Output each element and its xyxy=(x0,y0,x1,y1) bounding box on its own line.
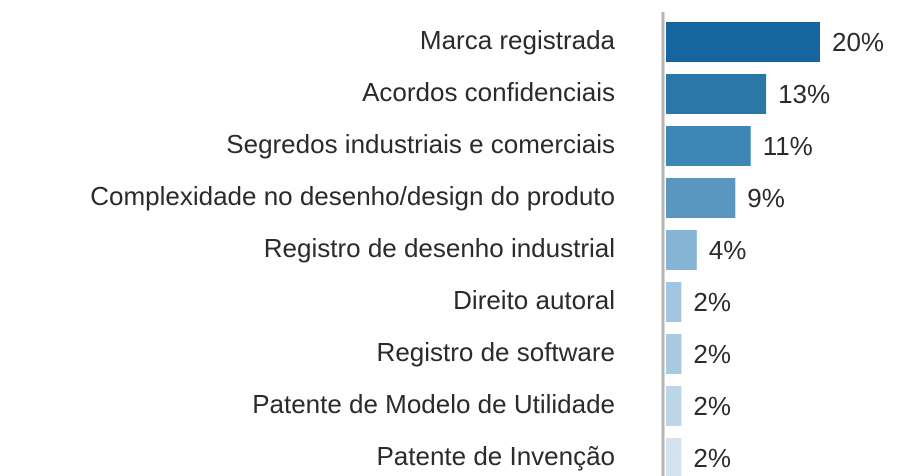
category-label: Patente de Invenção xyxy=(376,441,615,471)
category-label: Marca registrada xyxy=(420,25,616,55)
value-label: 2% xyxy=(693,443,731,473)
category-label: Direito autoral xyxy=(453,285,615,315)
bar xyxy=(666,22,820,62)
category-label: Segredos industriais e comerciais xyxy=(226,129,615,159)
value-label: 2% xyxy=(693,287,731,317)
bar xyxy=(666,178,736,218)
category-label: Complexidade no desenho/design do produt… xyxy=(90,181,615,211)
category-label: Registro de desenho industrial xyxy=(264,233,615,263)
bar xyxy=(666,438,682,476)
bar xyxy=(666,386,682,426)
bar xyxy=(666,126,751,166)
bar xyxy=(666,334,682,374)
value-label: 4% xyxy=(709,235,747,265)
value-label: 9% xyxy=(747,183,785,213)
category-label: Registro de software xyxy=(377,337,615,367)
value-label: 20% xyxy=(832,27,884,57)
category-label: Acordos confidenciais xyxy=(362,77,615,107)
bar xyxy=(666,230,697,270)
bar xyxy=(666,282,682,322)
value-label: 11% xyxy=(763,131,813,161)
value-label: 2% xyxy=(693,339,731,369)
bar xyxy=(666,74,767,114)
value-label: 2% xyxy=(693,391,731,421)
category-label: Patente de Modelo de Utilidade xyxy=(252,389,615,419)
value-label: 13% xyxy=(778,79,830,109)
